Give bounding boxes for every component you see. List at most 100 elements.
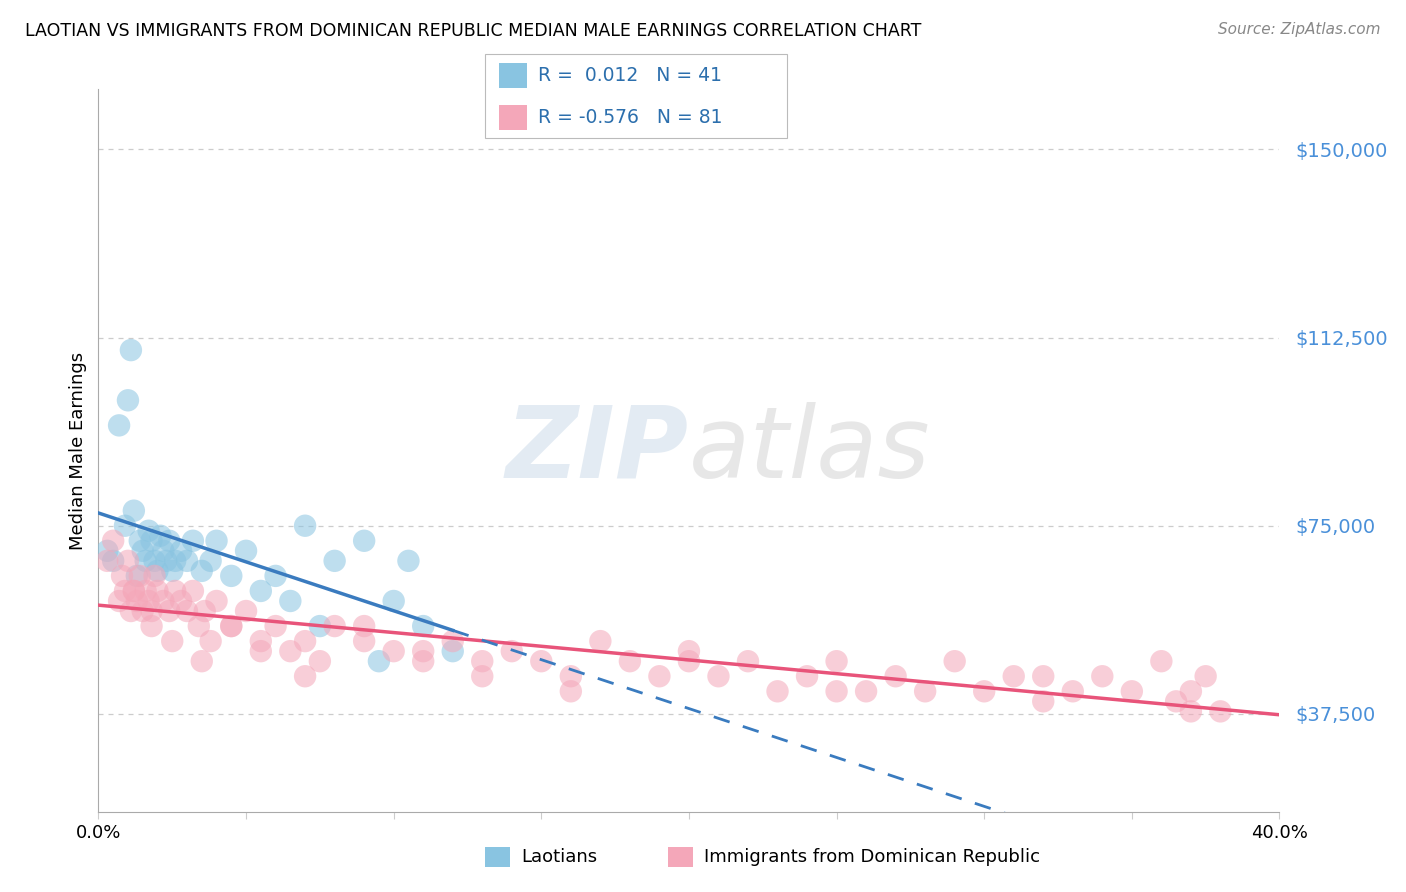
Point	[117, 393, 139, 408]
Point	[141, 619, 163, 633]
Point	[221, 619, 243, 633]
Point	[111, 569, 134, 583]
Point	[176, 554, 198, 568]
Point	[122, 503, 145, 517]
Point	[1121, 684, 1143, 698]
Point	[323, 619, 346, 633]
Point	[264, 619, 287, 633]
Point	[128, 569, 150, 583]
Point	[141, 533, 163, 548]
Point	[589, 634, 612, 648]
Text: R = -0.576   N = 81: R = -0.576 N = 81	[538, 108, 723, 128]
Point	[143, 569, 166, 583]
Point	[138, 594, 160, 608]
Point	[1062, 684, 1084, 698]
Y-axis label: Median Male Earnings: Median Male Earnings	[69, 351, 87, 549]
Point	[1180, 705, 1202, 719]
Point	[412, 654, 434, 668]
Point	[1032, 694, 1054, 708]
Point	[471, 669, 494, 683]
Text: LAOTIAN VS IMMIGRANTS FROM DOMINICAN REPUBLIC MEDIAN MALE EARNINGS CORRELATION C: LAOTIAN VS IMMIGRANTS FROM DOMINICAN REP…	[25, 22, 922, 40]
Point	[501, 644, 523, 658]
Point	[825, 654, 848, 668]
Point	[122, 583, 145, 598]
Point	[165, 554, 187, 568]
Point	[157, 533, 180, 548]
Point	[796, 669, 818, 683]
Text: R =  0.012   N = 41: R = 0.012 N = 41	[538, 66, 723, 85]
Point	[825, 684, 848, 698]
Point	[1166, 694, 1188, 708]
Point	[103, 533, 125, 548]
Point	[157, 604, 180, 618]
Point	[120, 604, 142, 618]
Point	[309, 654, 332, 668]
Point	[382, 644, 405, 658]
Point	[187, 619, 209, 633]
Point	[146, 583, 169, 598]
Point	[221, 569, 243, 583]
Point	[191, 654, 214, 668]
Point	[914, 684, 936, 698]
Point	[146, 564, 169, 578]
Point	[398, 554, 420, 568]
Point	[170, 543, 193, 558]
Point	[294, 634, 316, 648]
Point	[1209, 705, 1232, 719]
Point	[678, 644, 700, 658]
Point	[250, 644, 273, 658]
Point	[235, 543, 257, 558]
Point	[1195, 669, 1218, 683]
Point	[122, 583, 145, 598]
Point	[441, 634, 464, 648]
Point	[412, 644, 434, 658]
Point	[132, 604, 155, 618]
Point	[221, 619, 243, 633]
Point	[441, 644, 464, 658]
Point	[132, 543, 155, 558]
Point	[353, 619, 375, 633]
Point	[108, 594, 131, 608]
Point	[162, 564, 183, 578]
Point	[152, 543, 174, 558]
Point	[560, 684, 582, 698]
Point	[152, 594, 174, 608]
Point	[471, 654, 494, 668]
Point	[530, 654, 553, 668]
Point	[619, 654, 641, 668]
Point	[264, 569, 287, 583]
Text: ZIP: ZIP	[506, 402, 689, 499]
Point	[1150, 654, 1173, 668]
Point	[200, 554, 222, 568]
Point	[323, 554, 346, 568]
Point	[1091, 669, 1114, 683]
Point	[855, 684, 877, 698]
Point	[412, 619, 434, 633]
Point	[294, 518, 316, 533]
Point	[117, 554, 139, 568]
Point	[125, 594, 148, 608]
Point	[181, 583, 204, 598]
Point	[165, 583, 187, 598]
Point	[176, 604, 198, 618]
Point	[103, 554, 125, 568]
Point	[280, 644, 302, 658]
Point	[353, 533, 375, 548]
Point	[135, 583, 157, 598]
Point	[128, 533, 150, 548]
Point	[170, 594, 193, 608]
Point	[96, 554, 118, 568]
Text: Source: ZipAtlas.com: Source: ZipAtlas.com	[1218, 22, 1381, 37]
Point	[943, 654, 966, 668]
Point	[141, 604, 163, 618]
Point	[235, 604, 257, 618]
Point	[114, 583, 136, 598]
Point	[108, 418, 131, 433]
Point	[143, 554, 166, 568]
Point	[125, 569, 148, 583]
Point	[560, 669, 582, 683]
Point	[114, 518, 136, 533]
Point	[294, 669, 316, 683]
Point	[973, 684, 995, 698]
Point	[1032, 669, 1054, 683]
